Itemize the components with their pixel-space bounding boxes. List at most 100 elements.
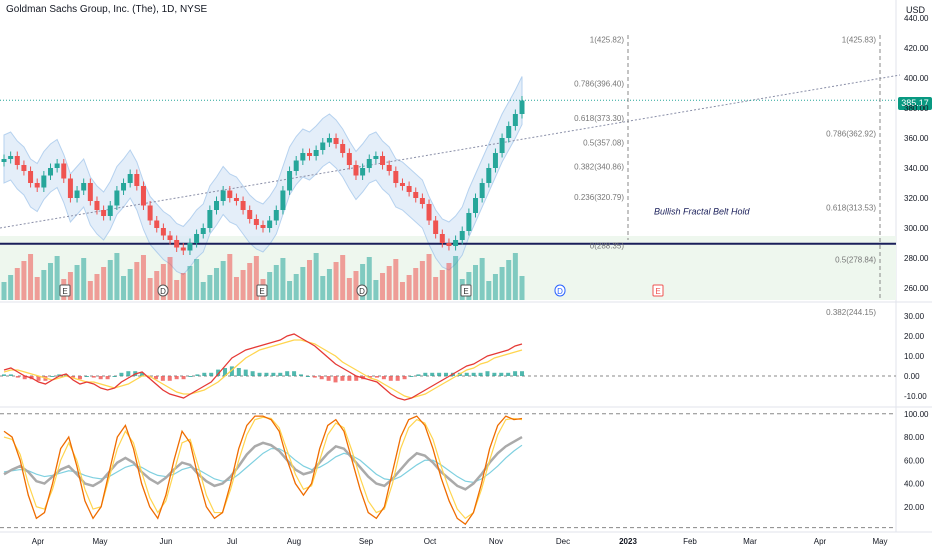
time-tick-label: Apr xyxy=(814,537,827,546)
stoch-tick-label: 60.00 xyxy=(904,456,925,465)
macd-histogram-bar xyxy=(105,376,110,380)
volume-bar xyxy=(14,268,20,300)
candle xyxy=(194,234,200,243)
last-price-tag: 385.17 xyxy=(898,97,932,110)
macd-histogram-bar xyxy=(57,374,62,376)
macd-tick-label: 30.00 xyxy=(904,312,925,321)
macd-histogram-bar xyxy=(464,372,469,376)
candle xyxy=(147,205,153,221)
volume-bar xyxy=(194,259,200,300)
candle xyxy=(67,178,73,198)
fib-left-label: 1(425.82) xyxy=(590,35,625,44)
event-marker xyxy=(554,284,566,297)
candle xyxy=(8,156,14,159)
candle xyxy=(426,204,432,221)
macd-histogram-bar xyxy=(8,374,13,376)
time-tick-label: Feb xyxy=(683,537,697,546)
stoch-tick-label: 40.00 xyxy=(904,480,925,489)
macd-histogram-bar xyxy=(326,376,331,381)
macd-histogram-bar xyxy=(71,376,76,378)
macd-histogram-bar xyxy=(140,372,145,376)
volume-bar xyxy=(114,253,120,300)
macd-histogram-bar xyxy=(271,372,276,376)
macd-histogram-bar xyxy=(167,376,172,381)
candle xyxy=(386,165,392,171)
volume-bar xyxy=(346,278,352,300)
candle xyxy=(114,190,120,206)
candle xyxy=(466,213,472,231)
volume-bar xyxy=(41,270,47,300)
macd-histogram-bar xyxy=(513,371,518,376)
candle xyxy=(506,126,512,138)
fib-left-label: 0.236(320.79) xyxy=(574,193,624,202)
fib-right-label: 0.5(278.84) xyxy=(835,256,876,265)
volume-bar xyxy=(320,276,326,300)
macd-histogram-bar xyxy=(229,366,234,376)
candle xyxy=(134,174,140,186)
macd-histogram-bar xyxy=(402,376,407,380)
volume-bar xyxy=(473,265,479,300)
candle xyxy=(313,150,319,156)
candle xyxy=(459,231,465,240)
time-tick-label: 2023 xyxy=(619,537,637,546)
candle xyxy=(127,174,133,183)
candle xyxy=(253,219,259,225)
candle xyxy=(233,198,239,201)
volume-bar xyxy=(326,269,332,300)
volume-bar xyxy=(134,262,140,300)
volume-bar xyxy=(413,268,419,300)
candle xyxy=(87,183,93,201)
currency-label: USD xyxy=(906,5,926,15)
volume-bar xyxy=(174,280,180,300)
price-tick-label: 440.00 xyxy=(904,14,929,23)
candle xyxy=(519,100,525,114)
time-tick-label: Aug xyxy=(287,537,301,546)
volume-bar xyxy=(492,274,498,300)
macd-histogram-bar xyxy=(340,376,345,381)
price-tick-label: 260.00 xyxy=(904,284,929,293)
volume-bar xyxy=(267,272,273,300)
event-marker xyxy=(652,284,664,297)
macd-histogram-bar xyxy=(374,376,379,378)
macd-histogram-bar xyxy=(520,371,524,376)
event-marker xyxy=(460,284,472,297)
event-marker-label: D xyxy=(160,287,166,296)
volume-bar xyxy=(360,264,366,300)
candle xyxy=(174,240,180,248)
event-marker-label: D xyxy=(359,287,365,296)
macd-histogram-bar xyxy=(305,376,310,377)
volume-bar xyxy=(333,262,339,300)
macd-histogram-bar xyxy=(333,376,338,383)
fib-right-label: 0.786(362.92) xyxy=(826,130,876,139)
volume-bar xyxy=(240,270,246,300)
candle xyxy=(366,159,372,168)
volume-bar xyxy=(54,256,60,300)
volume-bar xyxy=(28,254,34,300)
candle xyxy=(214,201,220,210)
candle xyxy=(187,243,193,251)
volume-bar xyxy=(247,263,253,300)
candle xyxy=(247,210,253,219)
macd-histogram-bar xyxy=(160,376,165,381)
macd-histogram-bar xyxy=(209,372,214,376)
volume-bar xyxy=(94,274,100,300)
fib-right-label: 0.618(313.53) xyxy=(826,204,876,213)
macd-histogram-bar xyxy=(354,376,359,381)
macd-histogram-bar xyxy=(395,376,400,381)
time-tick-label: Apr xyxy=(32,537,45,546)
event-marker-label: E xyxy=(62,287,67,296)
event-marker xyxy=(256,284,268,297)
volume-bar xyxy=(300,267,306,300)
macd-histogram-bar xyxy=(36,376,41,381)
candle xyxy=(220,190,226,201)
macd-histogram-bar xyxy=(147,376,152,378)
macd-histogram-bar xyxy=(264,372,269,376)
candle xyxy=(227,190,233,198)
candle xyxy=(340,144,346,153)
volume-bar xyxy=(253,256,259,300)
candle xyxy=(453,240,459,246)
macd-histogram-bar xyxy=(499,372,504,376)
volume-bar xyxy=(426,254,432,300)
candle xyxy=(306,153,312,156)
